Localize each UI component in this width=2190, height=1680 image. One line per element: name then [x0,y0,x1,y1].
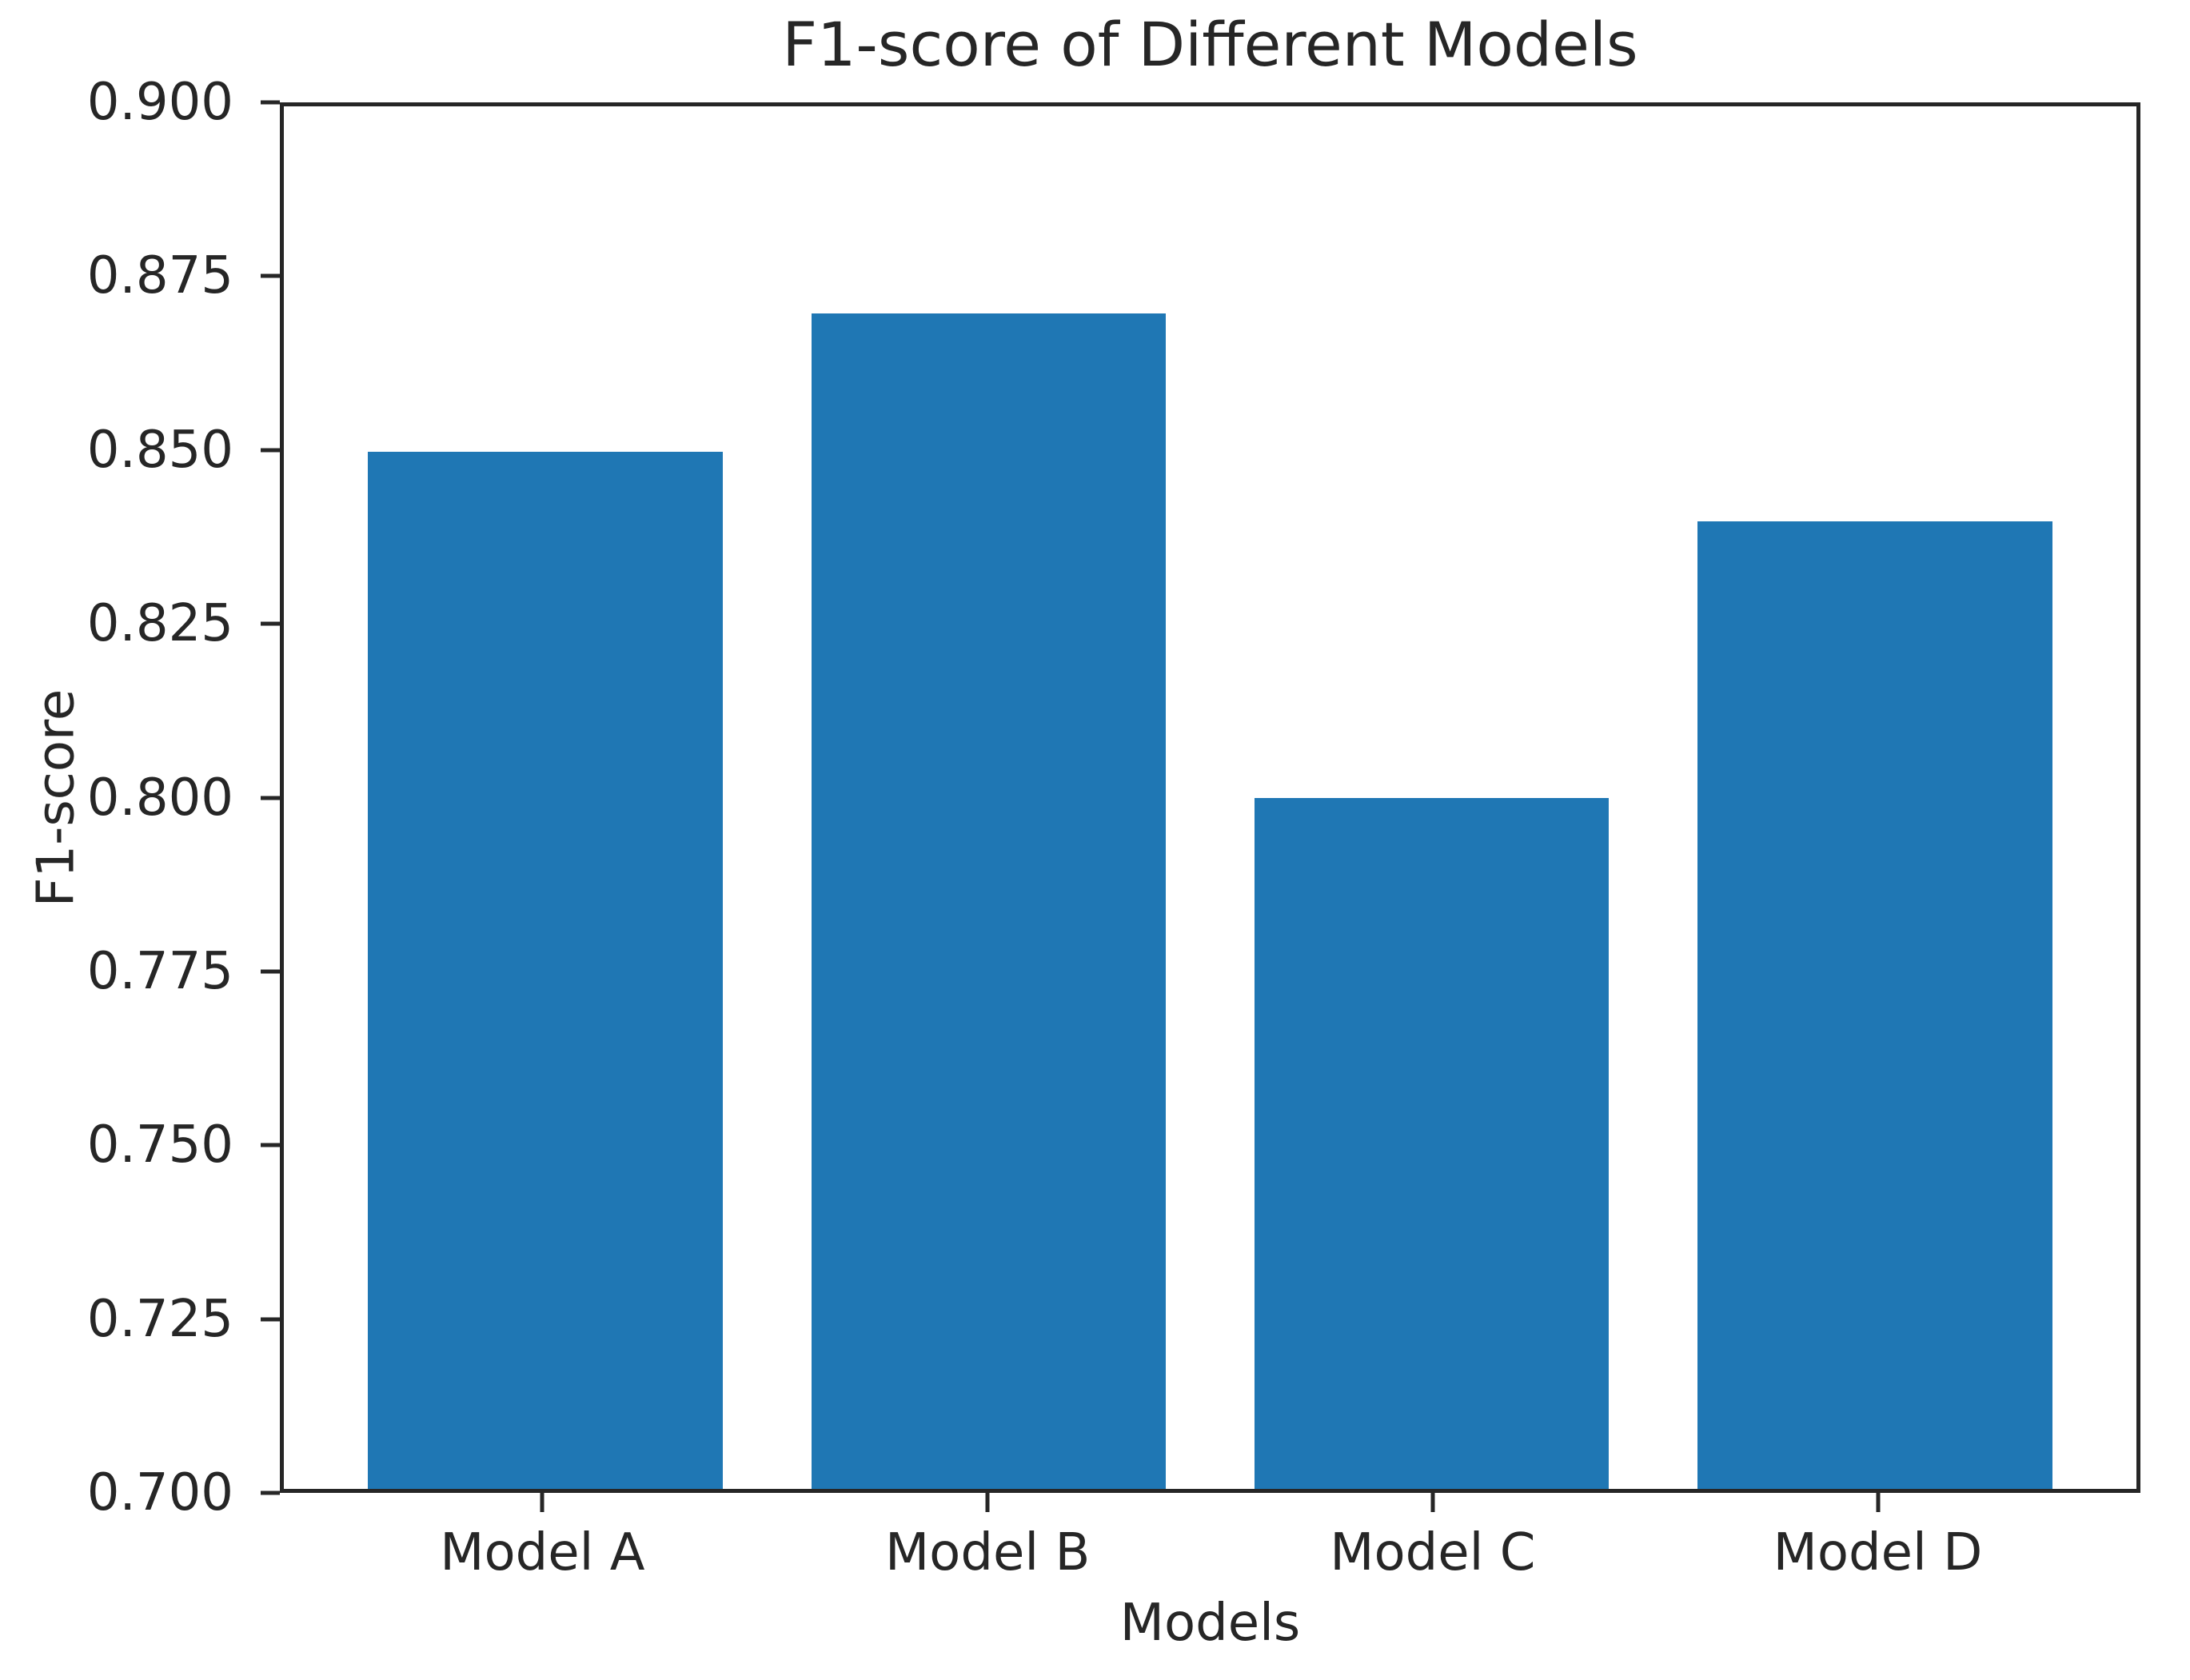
x-tick-label: Model B [884,1523,1091,1582]
y-tick-mark [261,621,280,626]
x-tick-mark [540,1493,545,1512]
chart-title: F1-score of Different Models [782,9,1638,80]
bar-model-b [811,313,1167,1489]
x-axis-title: Models [1119,1594,1301,1653]
y-tick-mark [261,1317,280,1322]
y-tick-label: 0.850 [86,420,233,480]
y-tick-label: 0.800 [86,768,233,828]
bar-model-c [1254,797,1610,1489]
y-tick-mark [261,100,280,105]
x-tick-label: Model C [1330,1523,1536,1582]
y-axis-labels: 0.700 0.725 0.750 0.775 0.800 0.825 0.850 0.875… [0,77,233,1518]
y-tick-label: 0.750 [86,1115,233,1175]
plot-area [280,102,2140,1493]
y-tick-mark [261,969,280,974]
x-tick-label: Model D [1773,1523,1983,1582]
bar-model-d [1697,521,2052,1489]
y-tick-mark [261,1490,280,1495]
y-tick-label: 0.875 [86,246,233,306]
y-tick-label: 0.825 [86,594,233,654]
x-axis-ticks [280,1493,2140,1512]
y-tick-mark [261,1143,280,1147]
y-tick-mark [261,273,280,278]
x-tick-label: Model A [440,1523,645,1582]
x-tick-mark [1430,1493,1435,1512]
y-axis-ticks [261,100,280,1495]
y-tick-label: 0.725 [86,1289,233,1349]
x-axis-labels: Model A Model B Model C Model D [280,1525,2140,1597]
y-tick-label: 0.900 [86,73,233,132]
x-tick-mark [985,1493,990,1512]
y-tick-label: 0.775 [86,941,233,1001]
y-tick-label: 0.700 [86,1463,233,1522]
y-tick-mark [261,448,280,453]
x-tick-mark [1876,1493,1881,1512]
bar-model-a [368,452,723,1489]
y-tick-mark [261,796,280,800]
